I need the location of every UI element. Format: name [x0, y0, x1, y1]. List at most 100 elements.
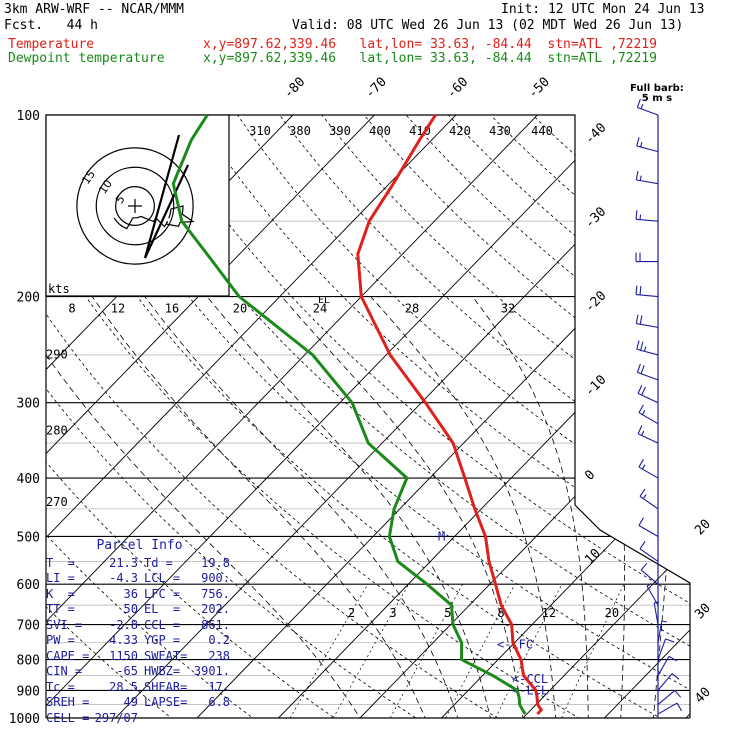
- pressure-tick-label: 700: [17, 619, 40, 634]
- parcel-row: SVI = -2.8 CCL = 861.: [46, 618, 233, 634]
- parcel-v1: -4.3: [109, 571, 138, 585]
- parcel-v2: 900.: [201, 571, 230, 585]
- dry-adiabat-line: [701, 115, 740, 731]
- wind-barb: [636, 137, 659, 153]
- parcel-v1: 4.33: [109, 633, 138, 647]
- mixing-ratio-line: [495, 584, 563, 718]
- mixing-ratio-label: 20: [605, 606, 619, 620]
- wind-barb: [657, 620, 667, 643]
- parcel-row: LI = -4.3 LCL = 900.: [46, 571, 233, 587]
- parcel-v2: [186, 711, 230, 727]
- parcel-k1: T =: [46, 555, 75, 570]
- isotherm-label: -40: [582, 120, 609, 147]
- mixing-ratio-line: [332, 584, 410, 718]
- dry-adiabat-line: [448, 115, 690, 718]
- parcel-v1: -65: [116, 664, 138, 678]
- dry-adiabat-line: [46, 115, 188, 718]
- parcel-k2: Td =: [144, 555, 173, 570]
- wind-speed-label: 32: [501, 302, 515, 316]
- moist-adiabat-line: [144, 296, 463, 718]
- parcel-v2: 6.8: [208, 695, 230, 709]
- parcel-v1: 297/07: [94, 710, 138, 725]
- valid-time: Valid: 08 UTC Wed 26 Jun 13 (02 MDT Wed …: [292, 18, 684, 33]
- parcel-info-box: Parcel Info T = 21.3 Td = 19.8 LI = -4.3 LCL =…: [46, 538, 233, 726]
- parcel-k1: K =: [46, 586, 75, 601]
- barb-legend-line1: Full barb:: [630, 83, 684, 94]
- parcel-row: SREH = 49 LAPSE= 6.8: [46, 695, 233, 711]
- parcel-k2: YGP =: [144, 633, 181, 647]
- isotherm-label: 40: [692, 685, 714, 707]
- parcel-row: TT = 50 EL = 202.: [46, 602, 233, 618]
- parcel-k2: SHEAR=: [144, 679, 188, 694]
- parcel-k2: LAPSE=: [144, 695, 188, 709]
- hodograph-ring: [115, 186, 155, 226]
- wind-barb: [635, 210, 659, 222]
- wind-barb: [635, 314, 659, 328]
- parcel-v2: 3901.: [193, 664, 230, 678]
- pressure-tick-label: 300: [17, 397, 40, 412]
- parcel-k2: LCL =: [144, 571, 181, 585]
- isotherm-line: [46, 115, 620, 718]
- parcel-v1: 50: [123, 602, 138, 616]
- frame-right: [574, 504, 691, 718]
- isotherm-label: 10: [582, 546, 604, 568]
- parcel-v2: 17.: [208, 679, 230, 694]
- dry-adiabat-line: [658, 115, 690, 718]
- parcel-row: K = 36 LFC = 756.: [46, 587, 233, 603]
- profile-annotation: EL: [318, 295, 330, 306]
- theta-label: 400: [369, 124, 391, 138]
- wind-barb: [639, 541, 659, 562]
- theta-label: 440: [531, 124, 553, 138]
- isotherm-label: 20: [692, 517, 714, 539]
- wind-speed-label: 12: [111, 302, 125, 316]
- dry-adiabat-line: [46, 115, 436, 718]
- parcel-row: CELL = 297/07: [46, 711, 233, 727]
- parcel-v2: 756.: [201, 586, 230, 601]
- pressure-tick-label: 600: [17, 578, 40, 593]
- wind-barb: [657, 690, 682, 705]
- parcel-k2: HWBZ=: [144, 664, 181, 678]
- isotherm-label: -70: [363, 75, 390, 102]
- hodograph-ring: [76, 147, 194, 265]
- wind-speed-label: 8: [68, 302, 75, 316]
- hodograph-ring: [95, 166, 175, 246]
- dry-adiabat-line: [532, 115, 690, 718]
- barb-legend: Full barb: 5 m s: [630, 84, 684, 104]
- theta-label: 410: [409, 124, 431, 138]
- isotherm-label: -60: [444, 75, 471, 102]
- moist-adiabat-line: [206, 296, 494, 718]
- moist-adiabat-line: [472, 296, 589, 718]
- parcel-k1: PW =: [46, 633, 75, 647]
- mixing-ratio-label: 3: [389, 606, 396, 620]
- mixing-ratio-label: 2: [348, 606, 355, 620]
- isotherm-line: [46, 115, 457, 718]
- wind-barb: [635, 285, 659, 298]
- pressure-tick-label: 900: [17, 684, 40, 699]
- wind-speed-label: 28: [405, 302, 419, 316]
- isotherm-line: [441, 115, 690, 718]
- isotherm-label: -20: [582, 288, 609, 315]
- moist-adiabat-line: [46, 296, 369, 718]
- wind-speed-label: 16: [165, 302, 179, 316]
- profile-annotation: M: [438, 529, 445, 543]
- dry-adiabat-line: [363, 115, 690, 718]
- temperature-label: Temperature: [8, 37, 95, 52]
- moist-adiabat-line: [91, 296, 432, 718]
- parcel-v1: 1150: [109, 648, 138, 663]
- wind-barb: [653, 601, 660, 625]
- isotherm-label: -50: [526, 75, 553, 102]
- dry-adiabat-line: [237, 115, 690, 718]
- isotherm-line: [522, 115, 690, 718]
- parcel-v2: 861.: [201, 617, 230, 632]
- pressure-tick-label: 1000: [9, 712, 40, 727]
- pressure-tick-label: 100: [17, 109, 40, 124]
- parcel-k2: SWEAT=: [144, 648, 188, 663]
- theta-label: 420: [449, 124, 471, 138]
- parcel-k1: TT =: [46, 602, 75, 616]
- parcel-v1: 36: [123, 586, 138, 601]
- profile-annotation: <-CCL: [512, 672, 548, 686]
- dry-adiabat-line: [110, 115, 690, 718]
- dry-adiabat-line: [616, 115, 690, 718]
- profile-annotation: <-LCL: [512, 683, 548, 697]
